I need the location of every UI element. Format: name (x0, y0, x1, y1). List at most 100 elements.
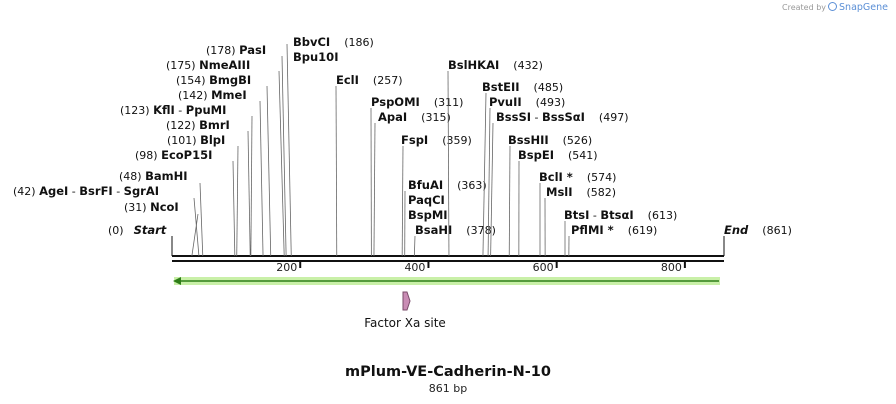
map-length: 861 bp (428, 382, 468, 395)
site-cut-line (487, 107, 491, 257)
ruler-tick-label: 600 (533, 261, 554, 274)
site-cut-line (508, 145, 511, 257)
site-label: BtsI - BtsαI (613) (564, 208, 677, 222)
site-ncoi[interactable]: (31) NcoI (124, 200, 199, 257)
site-cut-line (232, 160, 236, 257)
site-mmei[interactable]: (142) MmeI (178, 88, 264, 257)
sequence-ends: (0) Start End (861) (108, 223, 792, 256)
orf-arrow-head (173, 277, 181, 285)
site-pasi[interactable]: (178) PasI (206, 43, 287, 257)
site-nmeaiii[interactable]: (175) NmeAIII (166, 58, 285, 257)
site-label: PaqCI (408, 193, 445, 207)
site-label: Bpu10I (293, 50, 338, 64)
site-bslhkai[interactable]: BslHKAI (432) (447, 58, 543, 257)
site-agei-bsrfi-sgrai[interactable]: (42) AgeI - BsrFI - SgrAI (13, 184, 200, 257)
site-label: MslI (582) (546, 185, 616, 199)
site-cut-line (401, 145, 404, 257)
factor-xa-feature[interactable]: Factor Xa site (364, 291, 446, 330)
site-fspi[interactable]: FspI (359) (401, 133, 472, 257)
site-label: (142) MmeI (178, 88, 247, 102)
site-bsshii[interactable]: BssHII (526) (508, 133, 592, 257)
start-label: (0) Start (108, 223, 167, 237)
site-label: (48) BamHI (119, 169, 188, 183)
site-label: BfuAI (363) (408, 178, 487, 192)
site-label: BstEII (485) (482, 80, 563, 94)
site-cut-line (250, 115, 253, 257)
credit-text: Created by (782, 3, 827, 12)
site-bfuai[interactable]: BfuAI (363) (404, 178, 487, 257)
site-paqci[interactable]: PaqCI (408, 193, 445, 207)
site-label: BclI * (574) (539, 170, 616, 184)
site-label: PflMI * (619) (571, 223, 657, 237)
factor-xa-marker (402, 291, 411, 311)
site-bsssi-bsss-i[interactable]: BssSI - BssSαI (497) (490, 110, 629, 257)
site-pspomi[interactable]: PspOMI (311) (370, 95, 463, 257)
site-cut-line (259, 100, 264, 257)
site-cut-line (199, 182, 204, 257)
ruler-tick-label: 200 (276, 261, 297, 274)
site-kfli-ppumi[interactable]: (123) KflI - PpuMI (120, 103, 253, 257)
orf-arrow[interactable] (173, 277, 720, 285)
site-label: BbvCI (186) (293, 35, 374, 49)
site-ecli[interactable]: EclI (257) (335, 73, 403, 257)
site-ecop15i[interactable]: (98) EcoP15I (135, 148, 236, 257)
site-msli[interactable]: MslI (582) (544, 185, 616, 257)
factor-xa-label: Factor Xa site (364, 316, 446, 330)
ruler-tick-label: 800 (661, 261, 682, 274)
site-bsteii[interactable]: BstEII (485) (482, 80, 563, 257)
site-cut-line (482, 92, 487, 257)
site-label: (122) BmrI (166, 118, 230, 132)
site-cut-line (281, 55, 287, 257)
site-apai[interactable]: ApaI (315) (373, 110, 451, 257)
site-pflmi-[interactable]: PflMI * (619) (568, 223, 657, 257)
end-label: End (861) (724, 223, 792, 237)
site-bmgbi[interactable]: (154) BmgBI (176, 73, 272, 257)
ruler-ticks: 200 400 600 800 (276, 261, 686, 274)
site-cut-line (447, 70, 450, 257)
site-bspmi[interactable]: BspMI (408, 208, 448, 222)
site-label: (101) BlpI (167, 133, 225, 147)
site-bcli-[interactable]: BclI * (574) (539, 170, 616, 256)
site-pvuii[interactable]: PvuII (493) (487, 95, 565, 257)
site-blpi[interactable]: (101) BlpI (167, 133, 239, 257)
site-cut-line (278, 70, 285, 257)
site-label: (98) EcoP15I (135, 148, 212, 162)
site-cut-line (286, 43, 292, 257)
snapgene-credit: Created by SnapGene (782, 2, 888, 13)
site-label: BssHII (526) (508, 133, 592, 147)
site-cut-line (236, 145, 239, 257)
credit-brand: SnapGene (839, 2, 888, 13)
site-label: BspMI (408, 208, 448, 222)
site-cut-line (266, 85, 272, 257)
site-cut-line (490, 122, 494, 257)
site-bmri[interactable]: (122) BmrI (166, 118, 251, 257)
site-label: (154) BmgBI (176, 73, 251, 87)
site-cut-line (191, 213, 199, 257)
snapgene-logo-icon (828, 2, 838, 11)
site-label: BslHKAI (432) (448, 58, 543, 72)
site-label: PvuII (493) (489, 95, 565, 109)
site-label: ApaI (315) (378, 110, 451, 124)
site-label: FspI (359) (401, 133, 472, 147)
site-bpu10i[interactable]: Bpu10I (293, 50, 338, 64)
site-label: (178) PasI (206, 43, 266, 57)
site-btsi-bts-i[interactable]: BtsI - BtsαI (613) (564, 208, 677, 257)
site-label: PspOMI (311) (371, 95, 463, 109)
restriction-sites: (31) NcoI (42) AgeI - BsrFI - SgrAI(48) B… (13, 35, 677, 257)
site-cut-line (193, 197, 200, 257)
site-cut-line (335, 85, 338, 257)
site-cut-line (413, 235, 416, 257)
map-title: mPlum-VE-Cadherin-N-10 (344, 364, 551, 380)
ruler-tick-label: 400 (404, 261, 425, 274)
site-label: (175) NmeAIII (166, 58, 250, 72)
site-label: (42) AgeI - BsrFI - SgrAI (13, 184, 159, 198)
site-label: BssSI - BssSαI (497) (496, 110, 629, 124)
site-cut-line (247, 130, 251, 257)
site-label: BspEI (541) (518, 148, 598, 162)
site-label: (31) NcoI (124, 200, 179, 214)
site-bspei[interactable]: BspEI (541) (518, 148, 598, 257)
site-bamhi[interactable]: (48) BamHI (119, 169, 204, 257)
site-bbvci[interactable]: BbvCI (186) (286, 35, 374, 257)
site-label: EclI (257) (336, 73, 403, 87)
